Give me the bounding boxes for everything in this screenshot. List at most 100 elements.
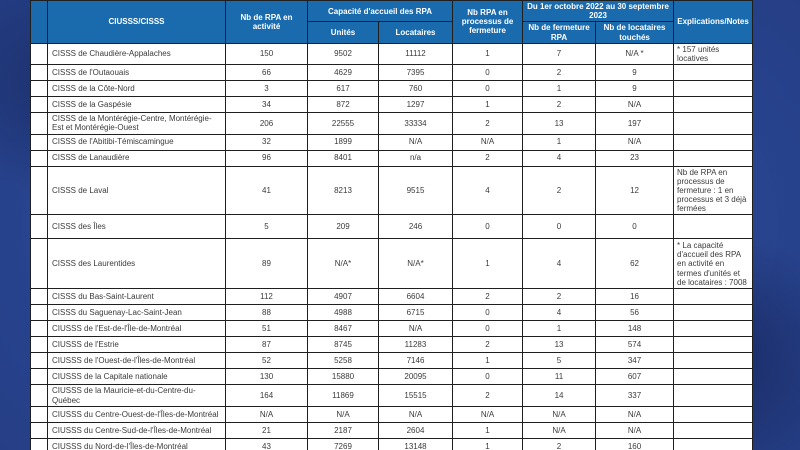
row-spacer-cell — [30, 64, 48, 82]
table-row: CISSS de l'Outaouais 66 4629 7395 0 2 9 — [30, 64, 754, 82]
row-unites: 9502 — [307, 42, 379, 66]
row-unites: 7269 — [307, 437, 379, 450]
row-note — [673, 384, 754, 407]
row-locataires: 15515 — [377, 384, 454, 407]
table-row: CISSS du Bas-Saint-Laurent 112 4907 6604… — [30, 288, 754, 306]
header-capacity-group: Capacité d'accueil des RPA — [306, 0, 454, 23]
row-note — [673, 64, 754, 82]
row-processus: 4 — [452, 165, 524, 216]
row-touches: 56 — [595, 304, 675, 322]
header-processus: Nb RPA en processus de fermeture — [452, 0, 524, 44]
row-region-name: CIUSSS de la Capitale nationale — [47, 368, 226, 386]
row-unites: N/A* — [307, 238, 379, 290]
row-spacer-cell — [30, 304, 48, 322]
row-touches: 23 — [595, 149, 675, 167]
row-region-name: CISSS de Chaudière-Appalaches — [47, 42, 226, 66]
row-fermetures: 2 — [522, 64, 597, 82]
row-processus: 1 — [452, 42, 524, 66]
row-unites: 4629 — [307, 64, 379, 82]
row-rpa-active: 88 — [225, 304, 308, 322]
row-note — [673, 320, 754, 338]
row-note — [673, 214, 754, 240]
row-note: Nb de RPA en processus de fermeture : 1 … — [673, 165, 754, 216]
row-touches: 160 — [595, 437, 675, 450]
row-rpa-active: 206 — [225, 112, 308, 135]
row-rpa-active: 52 — [225, 352, 308, 370]
row-rpa-active: 5 — [225, 214, 308, 240]
row-locataires: 9515 — [377, 165, 454, 216]
row-locataires: N/A — [377, 405, 454, 423]
row-spacer-cell — [30, 149, 48, 167]
header-locataires: Locataires — [377, 21, 454, 44]
row-fermetures: 1 — [522, 80, 597, 98]
table-row: CISSS de la Montérégie-Centre, Montérégi… — [30, 112, 754, 135]
row-locataires: 33334 — [377, 112, 454, 135]
row-touches: 197 — [595, 112, 675, 135]
row-processus: 1 — [452, 437, 524, 450]
header-unites: Unités — [307, 21, 379, 44]
row-locataires: 13148 — [377, 437, 454, 450]
row-unites: 617 — [307, 80, 379, 98]
table-row: CISSS du Saguenay-Lac-Saint-Jean 88 4988… — [30, 304, 754, 322]
row-region-name: CISSS des Laurentides — [47, 238, 226, 290]
table-header: CIUSSS/CISSS Nb de RPA en activité Capac… — [30, 0, 754, 44]
row-processus: 1 — [452, 96, 524, 114]
row-spacer-cell — [30, 384, 48, 407]
row-touches: 337 — [595, 384, 675, 407]
row-fermetures: N/A — [522, 421, 597, 439]
row-spacer-cell — [30, 80, 48, 98]
row-unites: 872 — [307, 96, 379, 114]
row-spacer-cell — [30, 112, 48, 135]
table-row: CISSS de Chaudière-Appalaches 150 9502 1… — [30, 42, 754, 66]
row-spacer-cell — [30, 352, 48, 370]
header-period-group: Du 1er octobre 2022 au 30 septembre 2023 — [522, 0, 675, 23]
row-rpa-active: 34 — [225, 96, 308, 114]
row-locataires: n/a — [377, 149, 454, 167]
row-rpa-active: 66 — [225, 64, 308, 82]
row-processus: N/A — [452, 133, 524, 151]
row-note — [673, 80, 754, 98]
row-spacer-cell — [30, 96, 48, 114]
row-note — [673, 149, 754, 167]
row-fermetures: 2 — [522, 96, 597, 114]
row-note — [673, 96, 754, 114]
table-row: CISSS des Îles 5 209 246 0 0 0 — [30, 214, 754, 240]
row-region-name: CISSS de Laval — [47, 165, 226, 216]
row-processus: 0 — [452, 214, 524, 240]
row-locataires: 20095 — [377, 368, 454, 386]
table-row: CIUSSS du Centre-Ouest-de-l'Îles-de-Mont… — [30, 405, 754, 423]
row-touches: 607 — [595, 368, 675, 386]
row-spacer-cell — [30, 42, 48, 66]
row-rpa-active: 41 — [225, 165, 308, 216]
table-row: CISSS de la Côte-Nord 3 617 760 0 1 9 — [30, 80, 754, 98]
row-rpa-active: 89 — [225, 238, 308, 290]
row-rpa-active: 112 — [225, 288, 308, 306]
row-unites: 8745 — [307, 336, 379, 354]
row-note: * 157 unités locatives — [673, 42, 754, 66]
row-spacer-cell — [30, 368, 48, 386]
row-spacer-cell — [30, 214, 48, 240]
row-rpa-active: 21 — [225, 421, 308, 439]
row-note: * La capacité d'accueil des RPA en activ… — [673, 238, 754, 290]
row-note — [673, 133, 754, 151]
row-note — [673, 288, 754, 306]
row-processus: 2 — [452, 112, 524, 135]
row-unites: 4988 — [307, 304, 379, 322]
row-fermetures: 0 — [522, 214, 597, 240]
row-locataires: 760 — [377, 80, 454, 98]
row-spacer-cell — [30, 320, 48, 338]
row-spacer-cell — [30, 133, 48, 151]
table-row: CIUSSS de l'Ouest-de-l'Îles-de-Montréal … — [30, 352, 754, 370]
row-locataires: 246 — [377, 214, 454, 240]
row-unites: 11869 — [307, 384, 379, 407]
header-touches: Nb de locataires touchés — [595, 21, 675, 44]
row-fermetures: 5 — [522, 352, 597, 370]
row-rpa-active: 51 — [225, 320, 308, 338]
row-touches: N/A — [595, 133, 675, 151]
row-unites: 8467 — [307, 320, 379, 338]
row-touches: 62 — [595, 238, 675, 290]
row-processus: 0 — [452, 64, 524, 82]
table-row: CIUSSS de la Capitale nationale 130 1588… — [30, 368, 754, 386]
row-touches: N/A — [595, 96, 675, 114]
row-note — [673, 304, 754, 322]
